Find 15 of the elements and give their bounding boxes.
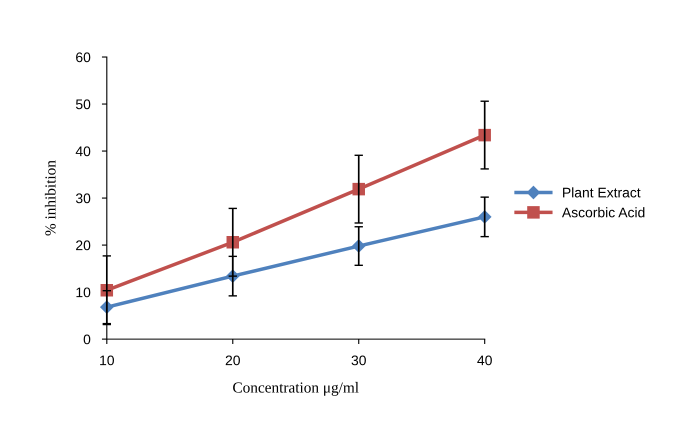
y-tick-label: 30 (76, 193, 90, 204)
legend-label: Plant Extract (563, 187, 641, 198)
legend-label: Ascorbic Acid (562, 207, 644, 218)
x-axis-title: Concentration μg/ml (233, 382, 359, 396)
y-tick-label: 10 (76, 287, 90, 298)
x-tick-label: 20 (226, 355, 240, 366)
x-tick-label: 40 (477, 355, 492, 366)
y-tick-label: 60 (76, 52, 90, 62)
y-tick-label: 50 (76, 99, 90, 110)
x-tick-label: 30 (352, 355, 366, 366)
y-tick-label: 0 (84, 334, 90, 344)
x-tick-label: 10 (100, 355, 114, 366)
y-axis-title: % inhibition (44, 160, 56, 236)
y-tick-label: 40 (76, 146, 90, 156)
y-tick-label: 20 (76, 240, 90, 250)
